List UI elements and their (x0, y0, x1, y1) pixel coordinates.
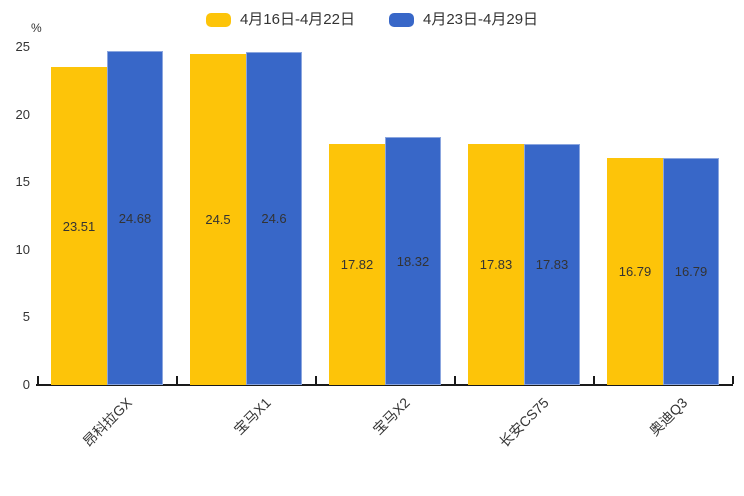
x-axis-tick (732, 376, 734, 384)
x-axis-label: 宝马X2 (369, 394, 413, 438)
y-axis-label: 5 (22, 309, 30, 325)
bar-value-label: 18.32 (396, 253, 430, 269)
bar-value-label: 16.79 (618, 263, 652, 279)
bar-value-label: 17.82 (340, 257, 374, 273)
legend-item-series-1[interactable]: 4月16日-4月22日 (205, 9, 355, 31)
bar-昂科拉GX-series-2[interactable]: 24.68 (107, 51, 163, 385)
bar-宝马X1-series-1[interactable]: 24.5 (190, 53, 246, 385)
x-axis-tick (593, 376, 595, 384)
bar-value-label: 23.51 (62, 218, 96, 234)
y-axis-label: 20 (15, 106, 30, 122)
bar-value-label: 16.79 (674, 263, 708, 279)
y-axis-label: 10 (15, 241, 30, 257)
legend: 4月16日-4月22日 4月23日-4月29日 (0, 9, 744, 31)
x-axis-label: 宝马X1 (230, 394, 274, 438)
x-axis-label: 奥迪Q3 (646, 394, 691, 439)
bar-昂科拉GX-series-1[interactable]: 23.51 (51, 67, 107, 385)
legend-item-label: 4月16日-4月22日 (239, 11, 355, 28)
legend-item-series-2[interactable]: 4月23日-4月29日 (389, 9, 538, 31)
x-axis-tick (454, 376, 456, 384)
x-axis-label: 昂科拉GX (79, 394, 135, 450)
bar-value-label: 17.83 (535, 256, 569, 272)
bar-value-label: 24.6 (261, 211, 287, 227)
x-axis-line (36, 384, 733, 386)
legend-swatch-icon (205, 13, 231, 27)
bar-value-label: 17.83 (479, 256, 513, 272)
bar-value-label: 24.5 (205, 211, 231, 227)
x-axis-tick (37, 376, 39, 384)
bar-奥迪Q3-series-1[interactable]: 16.79 (607, 157, 663, 385)
x-axis-label: 长安CS75 (495, 394, 552, 451)
legend-swatch-icon (389, 13, 414, 27)
x-axis-tick (176, 376, 178, 384)
legend-item-label: 4月23日-4月29日 (423, 11, 539, 28)
y-axis-unit-label: % (31, 21, 42, 35)
bar-长安CS75-series-1[interactable]: 17.83 (468, 143, 524, 385)
bar-宝马X2-series-2[interactable]: 18.32 (385, 137, 441, 385)
bar-长安CS75-series-2[interactable]: 17.83 (524, 143, 580, 385)
bar-奥迪Q3-series-2[interactable]: 16.79 (663, 157, 719, 385)
y-axis-label: 15 (15, 174, 30, 190)
bar-value-label: 24.68 (118, 210, 152, 226)
bar-宝马X1-series-2[interactable]: 24.6 (246, 52, 302, 385)
y-axis-label: 0 (22, 377, 30, 392)
x-axis-tick (315, 376, 317, 384)
bar-宝马X2-series-1[interactable]: 17.82 (329, 144, 385, 385)
y-axis-label: 25 (15, 39, 30, 54)
